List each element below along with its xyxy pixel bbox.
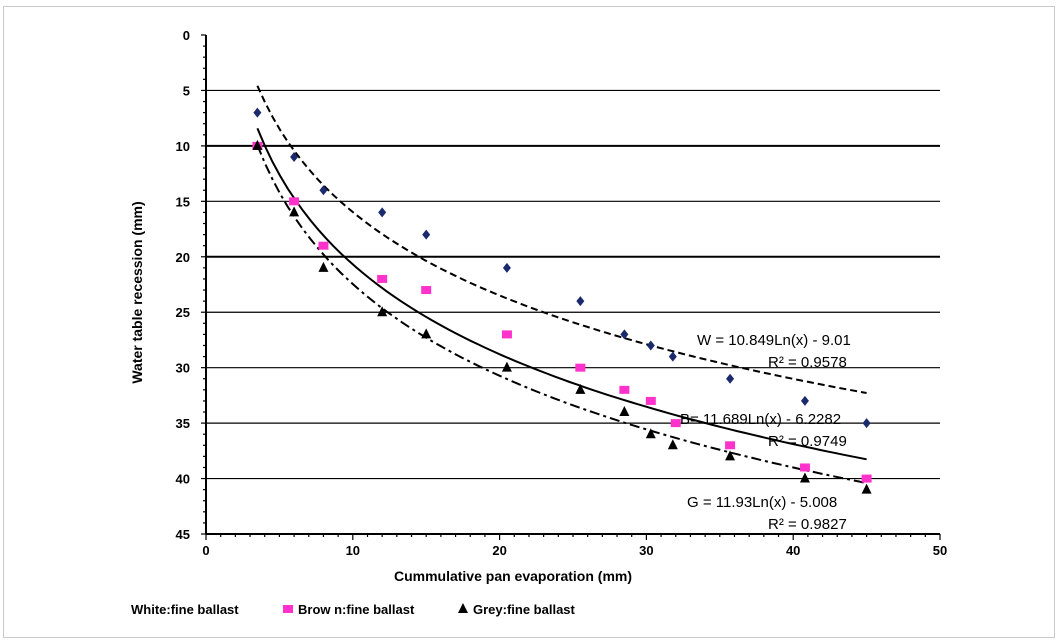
trendlines [256,85,867,485]
trend-r2-g: R² = 0.9827 [768,516,847,533]
data-points [252,107,872,494]
data-point-g [725,450,736,461]
data-point-w [290,151,299,162]
trendline-w [256,85,867,394]
x-tick-label: 40 [786,543,800,558]
y-tick-label: 25 [176,305,190,320]
data-point-w [422,229,431,240]
axes: 0 5 10 15 20 25 30 35 40 45 0 10 20 30 40 50 [176,28,948,558]
data-point-g [252,139,263,150]
data-point-b [318,241,329,250]
data-point-w [253,107,262,118]
y-tick-label: 30 [176,361,190,376]
y-tick-label: 40 [176,472,190,487]
trend-equation-w: W = 10.849Ln(x) - 9.01 [697,332,851,349]
data-point-w [378,207,387,218]
legend-label-w: White:fine ballast [131,602,239,617]
y-tick-label: 35 [176,416,190,431]
data-point-w [668,351,677,362]
legend: White:fine ballast Brow n:fine ballast Gre… [131,602,576,617]
data-point-w [620,329,629,340]
data-point-b [725,441,736,450]
x-tick-label: 30 [639,543,653,558]
data-point-g [861,483,872,494]
data-point-b [575,363,586,372]
chart-svg: 0 5 10 15 20 25 30 35 40 45 0 10 20 30 40 50 W = 10.849… [129,28,948,617]
data-point-g [619,406,630,417]
legend-marker-b [283,605,293,613]
data-point-b [501,330,512,339]
data-point-b [670,419,681,428]
data-point-g [377,306,388,317]
data-point-b [645,396,656,405]
y-tick-label: 15 [176,194,190,209]
data-point-g [645,428,656,439]
data-point-g [575,383,586,394]
x-tick-label: 0 [202,543,209,558]
data-point-g [799,472,810,483]
x-tick-label: 20 [492,543,506,558]
trendline-g [256,144,867,485]
annotations: W = 10.849Ln(x) - 9.01 R² = 0.9578 B= 11.6… [680,332,851,533]
data-point-w [862,418,871,429]
chart-frame: 0 5 10 15 20 25 30 35 40 45 0 10 20 30 40 50 W = 10.849… [3,6,1055,638]
legend-marker-g [458,603,468,613]
y-tick-label: 45 [176,527,190,542]
y-tick-label: 20 [176,250,190,265]
x-tick-label: 50 [933,543,947,558]
data-point-b [861,474,872,483]
data-point-b [799,463,810,472]
y-tick-label: 5 [183,83,190,98]
gridlines [206,89,940,480]
data-point-w [576,296,585,307]
x-tick-label: 10 [346,543,360,558]
data-point-w [726,373,735,384]
data-point-g [421,328,432,339]
data-point-g [289,206,300,217]
data-point-g [318,261,329,272]
data-point-w [319,185,328,196]
y-axis-title: Water table recession (mm) [129,201,145,383]
y-tick-label: 10 [176,139,190,154]
trend-r2-w: R² = 0.9578 [768,354,847,371]
data-point-g [667,439,678,450]
trend-equation-b: B= 11.689Ln(x) - 6.2282 [680,411,841,428]
x-axis-title: Cummulative pan evaporation (mm) [394,568,632,584]
data-point-w [646,340,655,351]
data-point-w [502,262,511,273]
data-point-b [619,385,630,394]
data-point-b [289,197,300,206]
legend-label-g: Grey:fine ballast [473,602,576,617]
y-tick-label: 0 [183,28,190,43]
trend-r2-b: R² = 0.9749 [768,433,847,450]
data-point-w [800,395,809,406]
data-point-g [501,361,512,372]
data-point-b [377,274,388,283]
trend-equation-g: G = 11.93Ln(x) - 5.008 [687,494,837,511]
legend-label-b: Brow n:fine ballast [298,602,415,617]
data-point-b [421,286,432,295]
trendline-b [256,127,867,461]
